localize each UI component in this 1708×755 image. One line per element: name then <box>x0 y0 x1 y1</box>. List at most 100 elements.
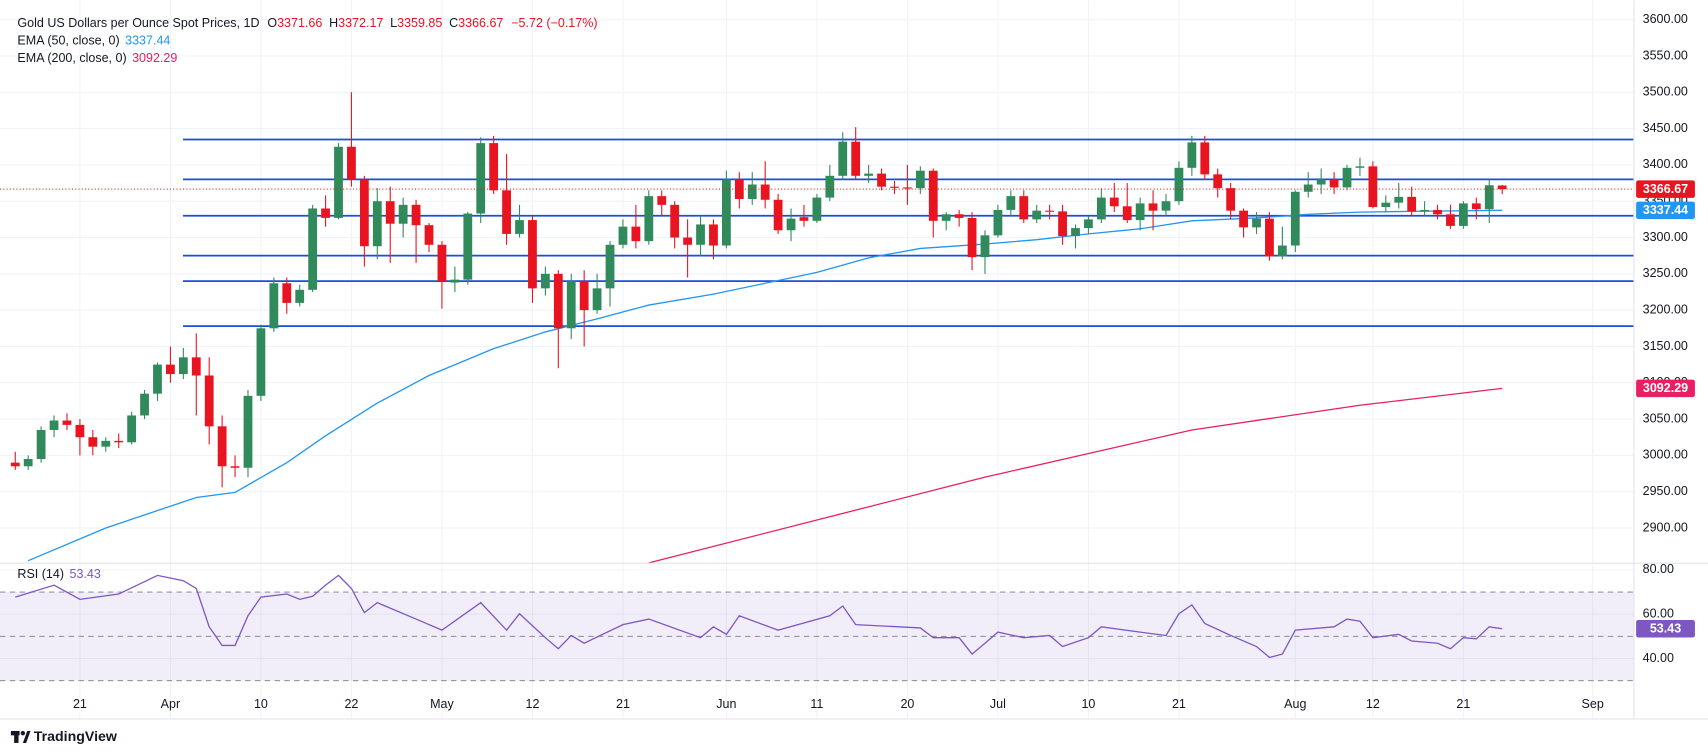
candle-body <box>437 244 447 282</box>
price-badge-label: 3366.67 <box>1643 182 1688 196</box>
candle-body <box>773 199 783 231</box>
legend-entry: EMA (50, close, 0) 3337.44 <box>17 34 170 48</box>
candle-body <box>954 214 964 218</box>
x-tick-label: 22 <box>344 697 358 711</box>
branding: TradingView <box>10 729 118 745</box>
candle-body <box>605 244 615 289</box>
candle-body <box>114 440 124 443</box>
candle-body <box>915 170 925 189</box>
candle-body <box>683 237 692 245</box>
candle-body <box>140 393 149 416</box>
ohlc-value: 3371.66 <box>277 16 322 30</box>
x-tick-label: Sep <box>1582 697 1604 711</box>
x-tick-label: May <box>430 697 454 711</box>
candle-body <box>1161 201 1171 211</box>
legend-entry: RSI (14) 53.43 <box>17 568 100 582</box>
candle-body <box>1446 214 1455 226</box>
candle-body <box>1174 167 1184 202</box>
legend-header: Gold US Dollars per Ounce Spot Prices, 1… <box>17 16 597 30</box>
candle-body <box>1342 167 1352 188</box>
candle-body <box>1407 196 1417 212</box>
candle-body <box>721 179 731 246</box>
ohlc-value: 3359.85 <box>397 16 442 30</box>
candle-body <box>1497 185 1507 190</box>
candle-body <box>269 283 279 329</box>
candle-body <box>1303 184 1313 192</box>
candle-body <box>1084 219 1093 229</box>
candle-body <box>1058 211 1067 237</box>
candle-body <box>347 146 356 180</box>
candle-body <box>1458 203 1468 226</box>
candle-body <box>1071 228 1080 237</box>
candle-body <box>890 186 899 188</box>
legend-value: 3092.29 <box>132 51 177 65</box>
candle-body <box>1420 209 1429 212</box>
candle-body <box>308 208 318 290</box>
ohlc-value: 3372.17 <box>338 16 383 30</box>
candle-body <box>62 420 72 425</box>
candle-body <box>553 273 563 329</box>
candle-body <box>592 288 602 311</box>
candle-body <box>903 187 912 189</box>
ohlc-key: C <box>449 16 458 30</box>
candle-body <box>166 364 175 375</box>
candle-body <box>618 226 628 245</box>
y-tick-label: 3500.00 <box>1643 85 1688 99</box>
candle-body <box>1252 218 1261 228</box>
candle-body <box>812 197 822 221</box>
candle-body <box>1329 179 1339 188</box>
candle-body <box>1355 166 1365 168</box>
candle-body <box>1200 142 1210 175</box>
candle-body <box>566 281 576 329</box>
x-tick-label: 10 <box>254 697 268 711</box>
ohlc-key: H <box>329 16 338 30</box>
legend-name: EMA (200, close, 0) <box>17 51 126 65</box>
x-tick-label: Jun <box>716 697 736 711</box>
candle-body <box>670 204 680 238</box>
ohlc-value: 3366.67 <box>458 16 503 30</box>
candle-body <box>411 204 421 226</box>
title: Gold US Dollars per Ounce Spot Prices, 1… <box>17 16 259 30</box>
ema-line <box>648 387 1503 564</box>
value-badge <box>1636 620 1695 638</box>
ohlc-key: L <box>390 16 397 30</box>
y-tick-label: 40.00 <box>1643 651 1674 665</box>
candle-body <box>799 217 809 221</box>
y-tick-label: 3000.00 <box>1643 448 1688 462</box>
rsi-line <box>15 574 1503 659</box>
x-tick-label: 20 <box>900 697 914 711</box>
candle-body <box>631 226 641 242</box>
candle-body <box>10 462 20 467</box>
ohlc-key: O <box>267 16 277 30</box>
y-tick-label: 3450.00 <box>1643 121 1688 135</box>
candle-body <box>502 190 511 234</box>
brand-name: TradingView <box>34 729 118 745</box>
candle-body <box>1471 203 1481 210</box>
candle-body <box>489 143 499 191</box>
candle-body <box>980 235 990 258</box>
candle-body <box>153 364 162 394</box>
candle-body <box>1187 142 1197 168</box>
candle-body <box>1381 202 1391 208</box>
candle-body <box>1045 210 1055 212</box>
candle-body <box>967 217 977 258</box>
x-tick-label: 21 <box>1172 697 1186 711</box>
candle-body <box>450 279 460 283</box>
candle-body <box>838 141 848 176</box>
x-tick-label: 11 <box>810 697 823 711</box>
candle-body <box>217 426 227 467</box>
x-tick-label: 12 <box>1366 697 1380 711</box>
candle-body <box>101 440 111 447</box>
candle-body <box>1213 174 1223 189</box>
candle-body <box>23 459 33 467</box>
candle-body <box>760 184 770 200</box>
candle-body <box>1096 197 1106 220</box>
candle-body <box>359 179 369 247</box>
price-badge-label: 3337.44 <box>1643 203 1688 217</box>
y-tick-label: 3050.00 <box>1643 411 1688 425</box>
y-tick-label: 3200.00 <box>1643 302 1688 316</box>
candle-body <box>1122 206 1132 221</box>
candle-body <box>709 224 718 246</box>
candle-body <box>1277 245 1287 257</box>
